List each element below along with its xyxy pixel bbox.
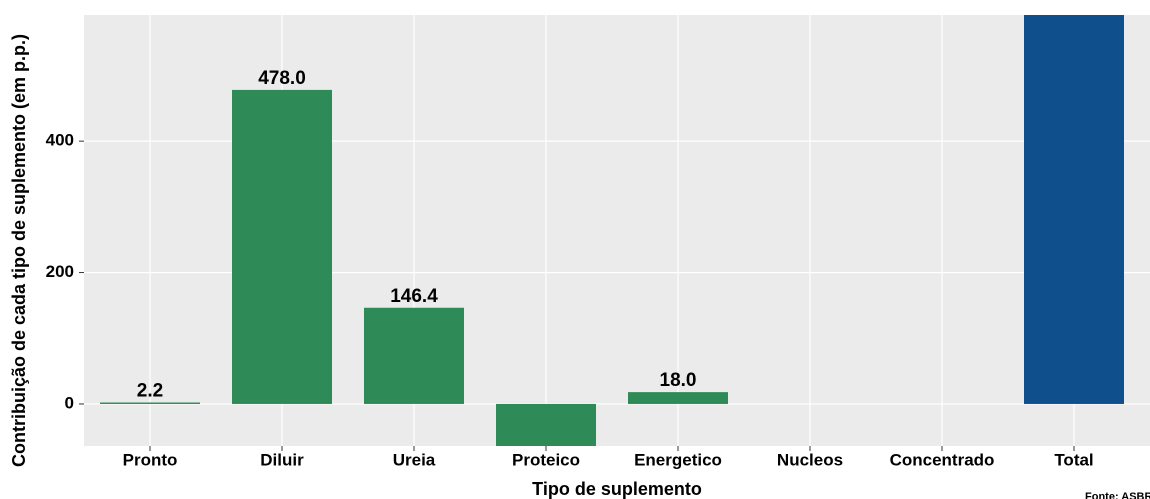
- x-tick-label: Concentrado: [890, 450, 995, 469]
- x-tick-label: Diluir: [260, 450, 304, 469]
- y-tick-label: 200: [46, 262, 74, 281]
- value-label: 146.4: [390, 286, 438, 307]
- bars: [100, 15, 1124, 446]
- x-tick-label: Ureia: [393, 450, 436, 469]
- value-label: 18.0: [660, 370, 697, 391]
- y-tick-label: 0: [65, 393, 74, 412]
- value-label: 2.2: [137, 381, 163, 402]
- bar: [628, 392, 728, 404]
- bar: [496, 403, 596, 446]
- x-tick-label: Pronto: [123, 450, 178, 469]
- bar: [364, 307, 464, 404]
- x-tick-label: Proteico: [512, 450, 580, 469]
- x-axis-title: Tipo de suplemento: [532, 479, 702, 499]
- caption: Fonte: ASBRAM: [1085, 491, 1150, 499]
- x-tick-label: Energetico: [634, 450, 722, 469]
- bar: [1024, 15, 1124, 404]
- y-tick-label: 400: [46, 131, 74, 150]
- bar: [100, 402, 200, 404]
- bar: [232, 89, 332, 404]
- value-label: 478.0: [258, 68, 306, 89]
- x-tick-label: Nucleos: [777, 450, 843, 469]
- x-tick-label: Total: [1054, 450, 1093, 469]
- y-axis-title: Contribuição de cada tipo de suplemento …: [9, 34, 29, 467]
